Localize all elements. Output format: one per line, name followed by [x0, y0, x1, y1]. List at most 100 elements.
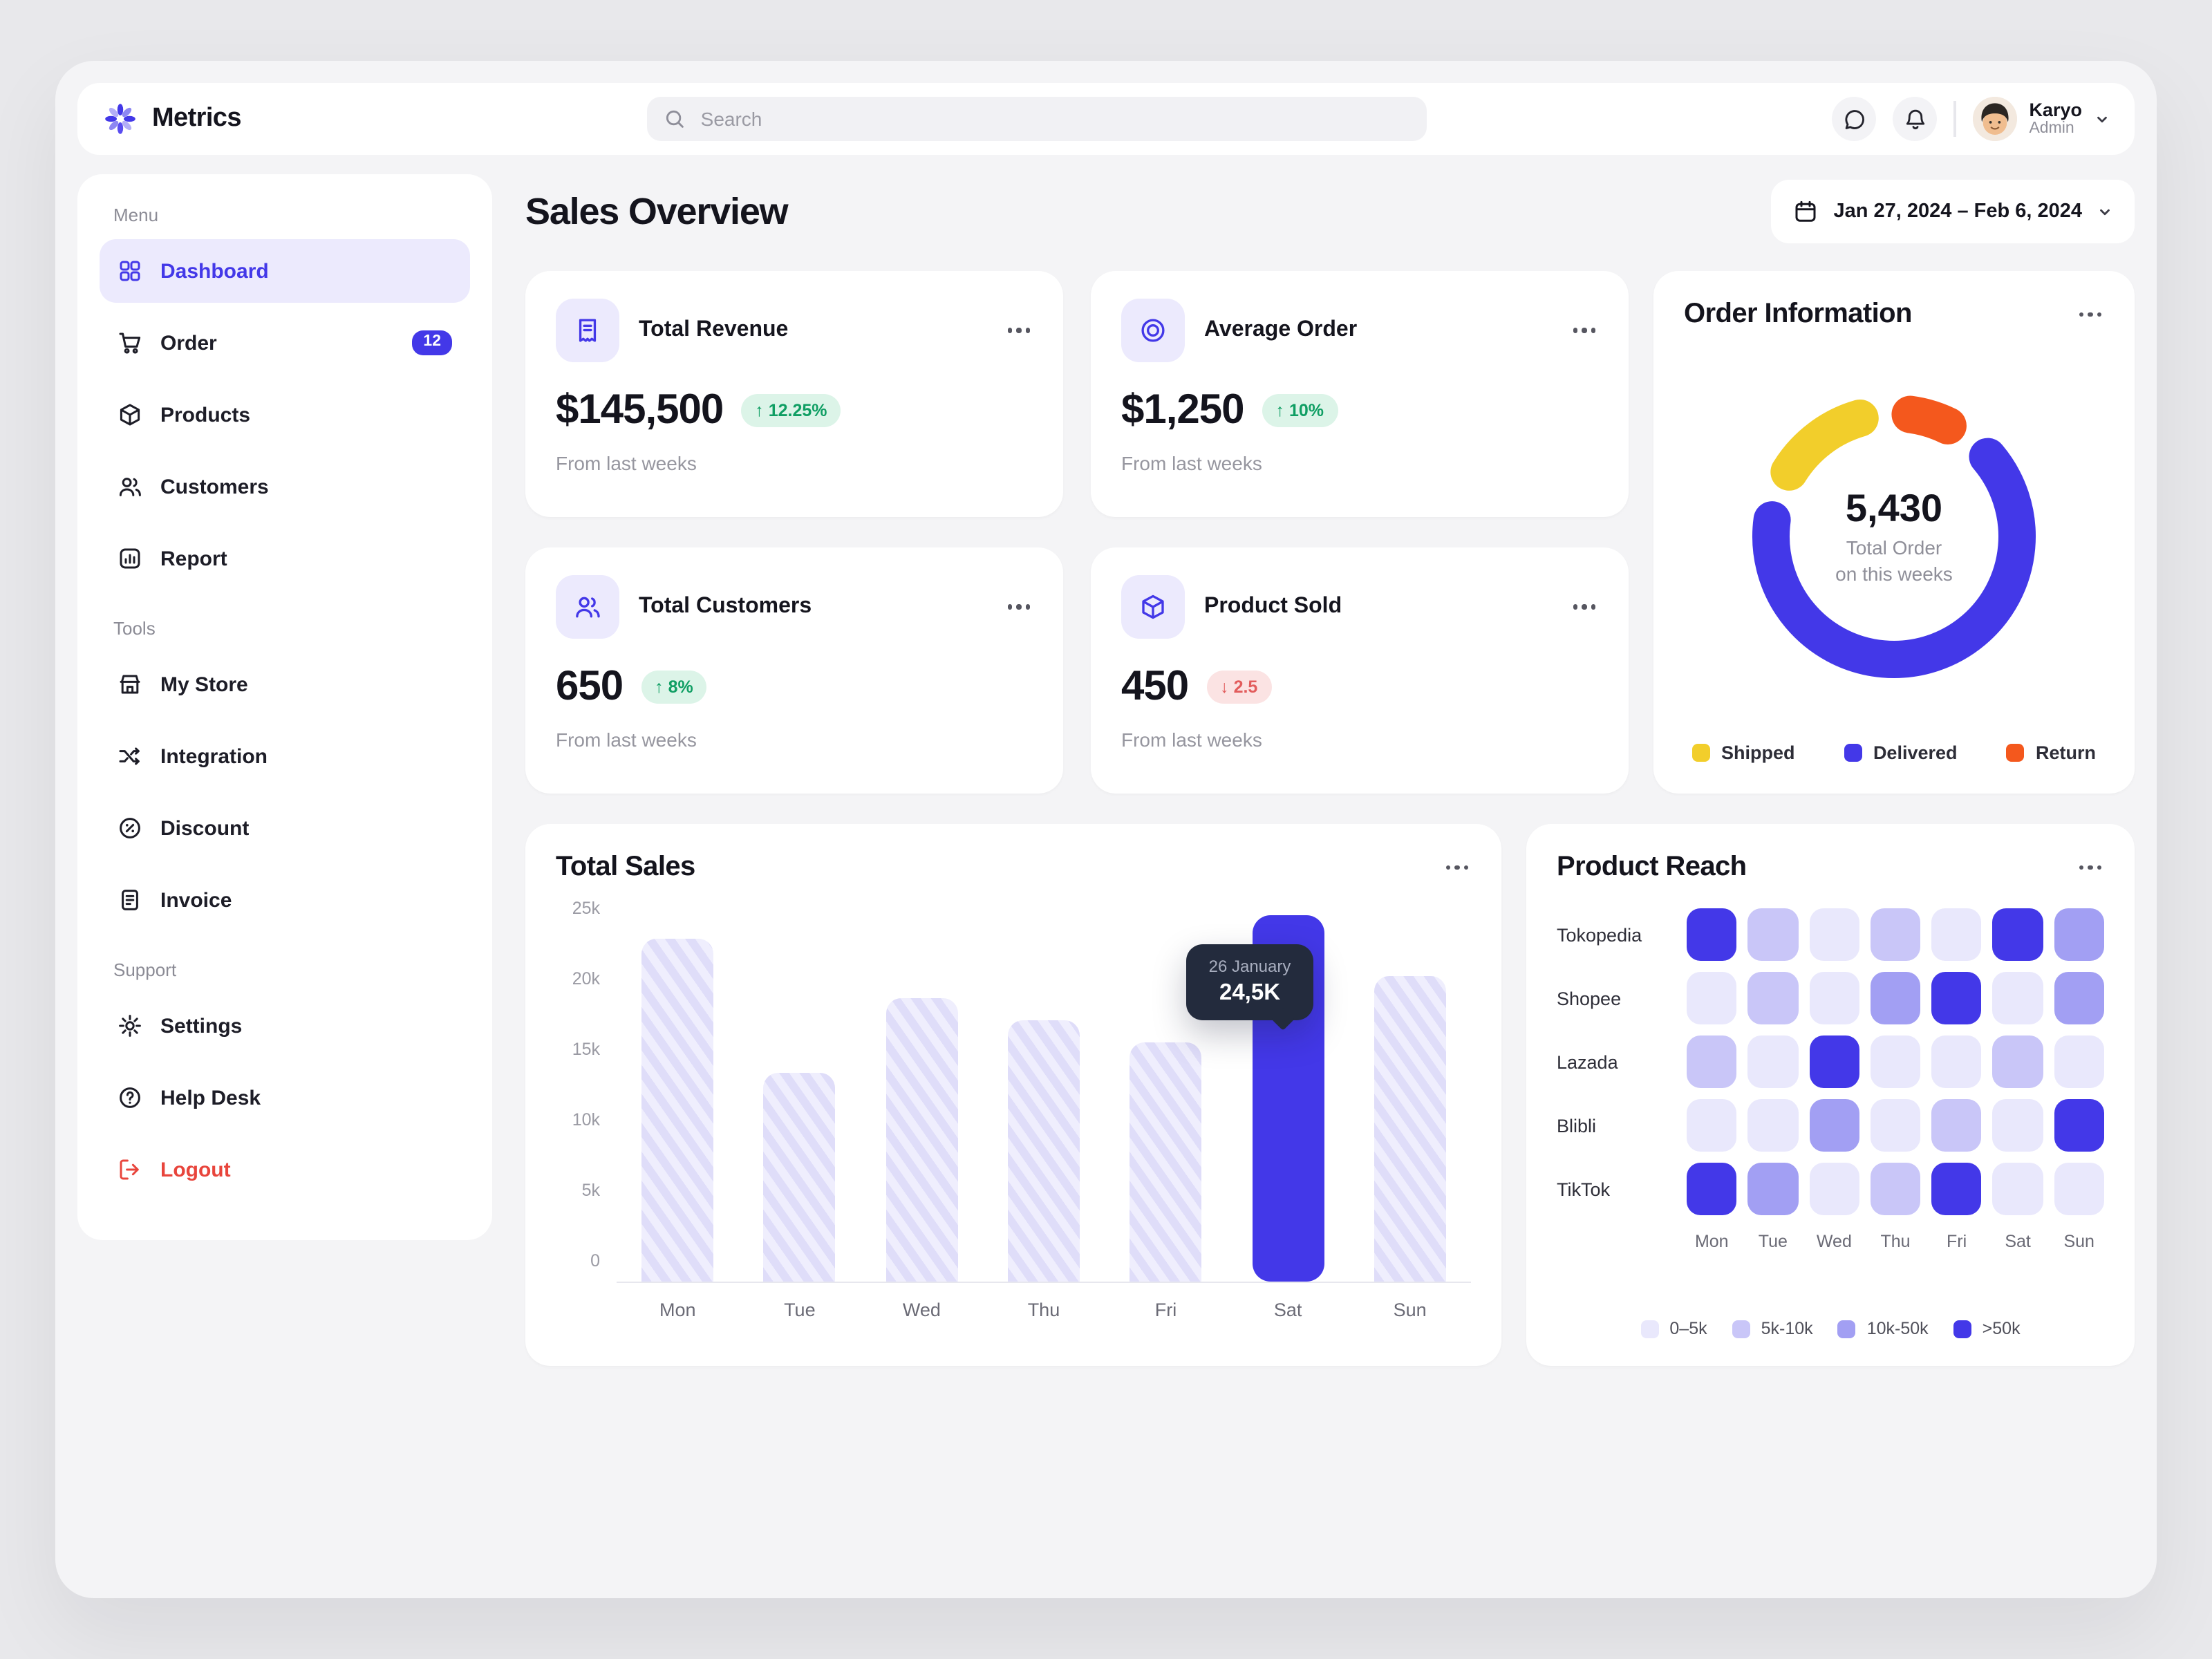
heatmap-cell-tiktok-fri[interactable] [1931, 1163, 1982, 1215]
sidebar-item-integration[interactable]: Integration [100, 724, 470, 788]
sidebar-item-invoice[interactable]: Invoice [100, 868, 470, 932]
sidebar-section-label-menu: Menu [113, 205, 159, 225]
heatmap-cell-tiktok-sun[interactable] [2054, 1163, 2104, 1215]
search-icon [666, 110, 684, 128]
donut-segment-return[interactable] [1752, 395, 2036, 678]
sidebar-item-my-store[interactable]: My Store [100, 653, 470, 716]
heatmap-cell-shopee-sat[interactable] [1992, 972, 2043, 1024]
date-range-picker[interactable]: Jan 27, 2024 – Feb 6, 2024 [1771, 180, 2135, 243]
bar-column-sun [1349, 908, 1471, 1282]
donut-label-line: on this weeks [1835, 562, 1953, 584]
sidebar-item-products[interactable]: Products [100, 383, 470, 447]
donut-center: 5,430 Total Order on this weeks [1731, 373, 2057, 700]
heatmap-cell-shopee-tue[interactable] [1747, 972, 1799, 1024]
more-menu-button[interactable] [1004, 597, 1033, 618]
bar-thu[interactable] [1007, 1020, 1080, 1282]
legend-label: Return [2035, 742, 2096, 763]
date-range-label: Jan 27, 2024 – Feb 6, 2024 [1833, 200, 2082, 223]
heatmap-cell-lazada-mon[interactable] [1687, 1035, 1737, 1088]
search-input[interactable] [697, 106, 1410, 131]
more-menu-button[interactable] [1443, 857, 1471, 879]
sidebar-item-badge: 12 [412, 330, 452, 355]
heatmap-cell-blibli-sun[interactable] [2054, 1099, 2104, 1152]
donut-segment-shipped[interactable] [1731, 373, 2057, 700]
heatmap-cell-tiktok-tue[interactable] [1747, 1163, 1799, 1215]
sidebar-item-settings[interactable]: Settings [100, 994, 470, 1058]
sidebar-item-order[interactable]: Order 12 [100, 311, 470, 375]
y-tick-label: 20k [572, 969, 600, 988]
heatmap-row-label-lazada: Lazada [1557, 1051, 1618, 1072]
bar-fri[interactable] [1130, 1042, 1202, 1282]
heatmap-cell-lazada-tue[interactable] [1747, 1035, 1799, 1088]
heatmap-cell-tokopedia-sun[interactable] [2054, 908, 2104, 961]
cart-icon [119, 332, 141, 354]
heatmap-cell-tokopedia-tue[interactable] [1747, 908, 1799, 961]
report-icon [120, 548, 140, 569]
sidebar-item-label: Order [160, 331, 217, 355]
heatmap-col-label-sat: Sat [2005, 1232, 2031, 1251]
bar-column-wed [861, 908, 983, 1282]
heatmap-cell-blibli-thu[interactable] [1870, 1099, 1921, 1152]
heatmap-cell-blibli-fri[interactable] [1931, 1099, 1982, 1152]
heatmap-cell-blibli-mon[interactable] [1687, 1099, 1737, 1152]
stat-title: Average Order [1204, 318, 1358, 341]
bar-tue[interactable] [763, 1072, 836, 1282]
stat-note: From last weeks [556, 729, 697, 751]
heatmap-cell-shopee-thu[interactable] [1870, 972, 1921, 1024]
x-axis-label-wed: Wed [902, 1300, 941, 1320]
heatmap-cell-shopee-sun[interactable] [2054, 972, 2104, 1024]
more-menu-button[interactable] [1570, 597, 1598, 618]
sidebar-item-logout[interactable]: Logout [100, 1138, 470, 1201]
heatmap-cell-tokopedia-mon[interactable] [1687, 908, 1737, 961]
donut-chart: 5,430 Total Order on this weeks [1731, 373, 2057, 700]
sidebar-item-discount[interactable]: Discount [100, 796, 470, 860]
product-reach-card: Product Reach Tokopedia Shopee Lazada Blibl… [1526, 824, 2135, 1366]
bar-chart: 25k 20k 15k 10k 5k 0 26 January 24,5K Mon Tue We… [556, 899, 1471, 1338]
heatmap-cell-shopee-wed[interactable] [1809, 972, 1859, 1024]
stat-note: From last weeks [1121, 729, 1262, 751]
heatmap-cell-lazada-thu[interactable] [1870, 1035, 1921, 1088]
avatar [1972, 97, 2017, 141]
customers-icon [576, 597, 600, 618]
order-information-card: Order Information 5,430 Total Order on th… [1653, 271, 2135, 794]
more-menu-button[interactable] [2076, 857, 2104, 879]
store-icon [120, 675, 140, 694]
logo[interactable]: Metrics [102, 101, 241, 137]
heatmap-cell-lazada-wed[interactable] [1809, 1035, 1859, 1088]
heatmap-cell-tiktok-wed[interactable] [1809, 1163, 1859, 1215]
stat-change-badge: ↑ 8% [641, 671, 707, 704]
heatmap-cell-shopee-fri[interactable] [1931, 972, 1982, 1024]
bar-sun[interactable] [1374, 975, 1446, 1282]
bar-mon[interactable] [641, 938, 714, 1282]
heatmap-cell-lazada-fri[interactable] [1931, 1035, 1982, 1088]
stat-icon-tile [1121, 299, 1185, 362]
discount-icon [120, 818, 140, 838]
heatmap-cell-tokopedia-wed[interactable] [1809, 908, 1859, 961]
heatmap-cell-blibli-tue[interactable] [1747, 1099, 1799, 1152]
heatmap-cell-shopee-mon[interactable] [1687, 972, 1737, 1024]
heatmap-cell-blibli-wed[interactable] [1809, 1099, 1859, 1152]
sidebar-item-report[interactable]: Report [100, 527, 470, 590]
settings-icon [119, 1015, 141, 1037]
sidebar-item-label: Discount [160, 816, 250, 840]
more-menu-button[interactable] [1004, 320, 1033, 341]
more-menu-button[interactable] [2076, 304, 2104, 326]
heatmap-cell-blibli-sat[interactable] [1992, 1099, 2043, 1152]
heatmap-cell-lazada-sun[interactable] [2054, 1035, 2104, 1088]
user-menu[interactable]: Karyo Admin [1972, 97, 2110, 141]
donut-segment-delivered[interactable] [1731, 373, 2057, 700]
sidebar-item-customers[interactable]: Customers [100, 455, 470, 518]
heatmap-cell-tiktok-mon[interactable] [1687, 1163, 1737, 1215]
heatmap-cell-tokopedia-sat[interactable] [1992, 908, 2043, 961]
heatmap-cell-tiktok-thu[interactable] [1870, 1163, 1921, 1215]
heatmap-cell-tiktok-sat[interactable] [1992, 1163, 2043, 1215]
heatmap-cell-tokopedia-fri[interactable] [1931, 908, 1982, 961]
heatmap-cell-tokopedia-thu[interactable] [1870, 908, 1921, 961]
chat-button[interactable] [1832, 97, 1877, 141]
heatmap-cell-lazada-sat[interactable] [1992, 1035, 2043, 1088]
sidebar-item-help-desk[interactable]: Help Desk [100, 1066, 470, 1130]
sidebar-item-dashboard[interactable]: Dashboard [100, 239, 470, 303]
more-menu-button[interactable] [1570, 320, 1598, 341]
notifications-button[interactable] [1893, 97, 1938, 141]
bar-wed[interactable] [885, 997, 958, 1282]
